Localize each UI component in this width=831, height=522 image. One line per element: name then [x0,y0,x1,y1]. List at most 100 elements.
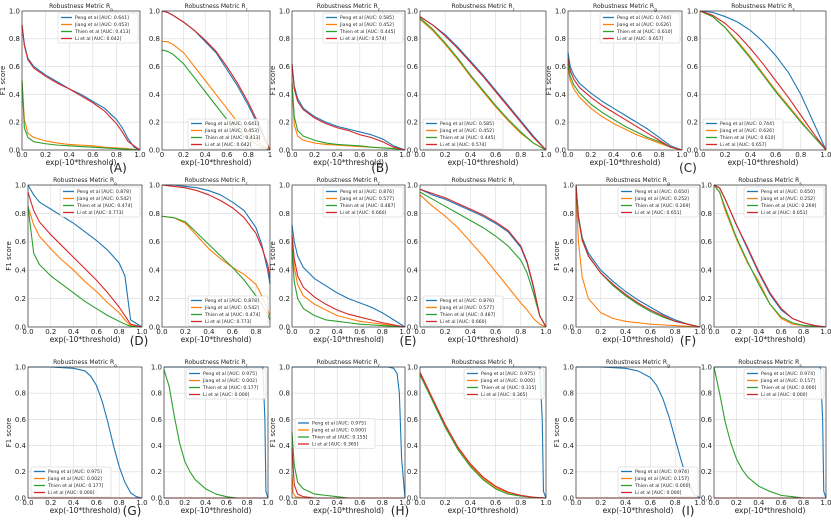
y-tick-label: 0.0 [279,494,290,502]
x-tick-label: 0.0 [22,328,33,336]
y-tick-label: 0.6 [701,238,713,246]
x-tick-label: 0.0 [158,499,169,507]
y-tick-label: 0.4 [407,267,419,275]
y-tick-label: 0.0 [279,146,290,154]
x-tick-label: 0.2 [440,328,451,336]
y-axis-label: F1 score [545,66,553,96]
legend-box [185,368,267,400]
y-tick-label: 1.0 [15,181,26,189]
panel-title: Robustness Metric Rs [738,177,802,187]
x-tick-label: 0.6 [490,328,502,336]
y-tick-label: 1.0 [149,181,160,189]
y-tick-label: 0.2 [563,468,574,476]
panel-title: Robustness Metric Rs [738,359,802,369]
x-tick-label: 1.0 [399,151,410,159]
legend: Peng et al [AUC: 0.744]Jiang et al [AUC:… [599,12,681,44]
series-line-peng [27,184,143,328]
series-line-li [21,24,141,151]
y-tick-label: 0.4 [9,91,21,99]
x-tick-label: 1.0 [136,328,147,336]
panel-i1: 0.0 0.2 0.4 0.6 0.8 1.0 0.0 0.2 0.4 0.6 0.8 1.0 Robu… [553,359,706,515]
x-tick-label: 0.4 [332,328,344,336]
series-line-jiang [419,18,547,151]
x-tick-label: 0.6 [490,151,502,159]
legend-entry: Li et al [AUC: 0.574] [340,36,387,42]
y-tick-label: 0.6 [687,63,699,71]
series-line-jiang [291,474,405,499]
x-tick-label: 0.4 [465,151,477,159]
legend-entry: Peng et al [AUC: 0.975] [312,421,366,427]
series-line-peng [291,224,406,328]
legend-entry: Li et al [AUC: 0.642] [75,36,122,42]
legend: Peng et al [AUC: 0.975]Jiang et al [AUC:… [185,368,267,400]
y-tick-label: 0.8 [149,210,160,218]
legend-entry: Jiang et al [AUC: 0.626] [616,22,671,28]
legend-entry: Jiang et al [AUC: 0.577] [439,305,494,311]
legend-entry: Li et al [AUC: 0.657] [617,36,664,42]
axes-frame [291,366,406,499]
legend-box [617,186,699,218]
legend: Peng et al [AUC: 0.878]Jiang et al [AUC:… [187,295,269,327]
legend-entry: Thien et al [AUC: 0.445] [339,29,395,35]
y-tick-label: 0.6 [701,416,713,424]
y-tick-label: 0.6 [563,416,575,424]
y-tick-label: 0.4 [15,267,27,275]
x-axis-label: exp(-10*threshold) [181,506,252,515]
legend-entry: Li et al [AUC: 0.651] [761,210,808,216]
group-label: (B) [371,161,389,175]
legend-entry: Thien et al [AUC: 0.000] [760,385,816,391]
x-axis-label: exp(-10*threshold) [603,335,674,344]
x-axis-label: exp(-10*threshold) [46,158,117,167]
panel-title: Robustness Metric Rc [317,359,381,369]
panel-title: Robustness Metric Rc [317,177,381,187]
x-tick-label: 1.0 [694,328,705,336]
legend-entry: Peng et al [AUC: 0.974] [761,371,815,377]
group-label: (G) [123,504,142,518]
y-tick-label: 0.2 [9,119,20,127]
legend-entry: Li et al [AUC: 0.651] [635,210,682,216]
x-tick-label: 0.2 [731,328,742,336]
legend-entry: Jiang et al [AUC: 0.542] [204,305,259,311]
panel-title: Robustness Metric Rr [185,359,248,369]
legend-entry: Li et al [AUC: 0.657] [720,142,767,148]
y-tick-label: 0.6 [407,238,419,246]
panel-e2: 0.0 0.2 0.4 0.6 0.8 1.0 0.0 0.2 0.4 0.6 0.8 1.0 Robu… [407,177,552,344]
y-tick-label: 0.8 [15,210,26,218]
series-line-thien [713,184,827,328]
legend-entry: Thien et al [AUC: 0.474] [204,312,260,318]
y-tick-label: 0.8 [15,390,26,398]
legend-entry: Thien et al [AUC: 0.315] [480,385,536,391]
series-line-li [161,10,271,151]
legend-entry: Li et al [AUC: 0.000] [635,490,682,496]
panel-title: Robustness Metric Rg [606,359,670,369]
series-line-thien [713,366,826,499]
y-tick-label: 1.0 [149,7,160,15]
x-axis-label: exp(-10*threshold) [50,335,121,344]
legend-box [617,466,699,498]
y-tick-label: 0.0 [151,494,162,502]
y-tick-label: 0.0 [149,323,160,331]
x-tick-label: 0.6 [91,499,103,507]
x-tick-label: 0.8 [377,151,388,159]
x-tick-label: 0.4 [200,151,212,159]
series-line-li [419,372,547,499]
y-axis-label: F1 score [5,418,13,448]
y-tick-label: 0.4 [149,91,161,99]
x-tick-label: 0.4 [68,499,80,507]
y-tick-label: 0.8 [407,210,418,218]
legend-box [187,295,269,327]
x-tick-label: 0.6 [354,328,366,336]
y-tick-label: 0.0 [149,146,160,154]
y-tick-label: 0.8 [279,390,290,398]
axes-frame [291,10,406,151]
x-tick-label: 0.2 [731,499,742,507]
panel-h1: 0.0 0.2 0.4 0.6 0.8 1.0 0.0 0.2 0.4 0.6 0.8 1.0 Robu… [269,359,411,515]
y-tick-label: 1.0 [9,7,20,15]
y-tick-label: 0.6 [563,238,575,246]
legend-entry: Peng et al [AUC: 0.876] [440,298,494,304]
legend-entry: Jiang et al [AUC: 0.002] [47,476,102,482]
x-tick-label: 0.4 [753,499,765,507]
x-axis-label: exp(-10*threshold) [181,335,252,344]
y-tick-label: 0.2 [563,295,574,303]
y-tick-label: 0.8 [555,35,566,43]
